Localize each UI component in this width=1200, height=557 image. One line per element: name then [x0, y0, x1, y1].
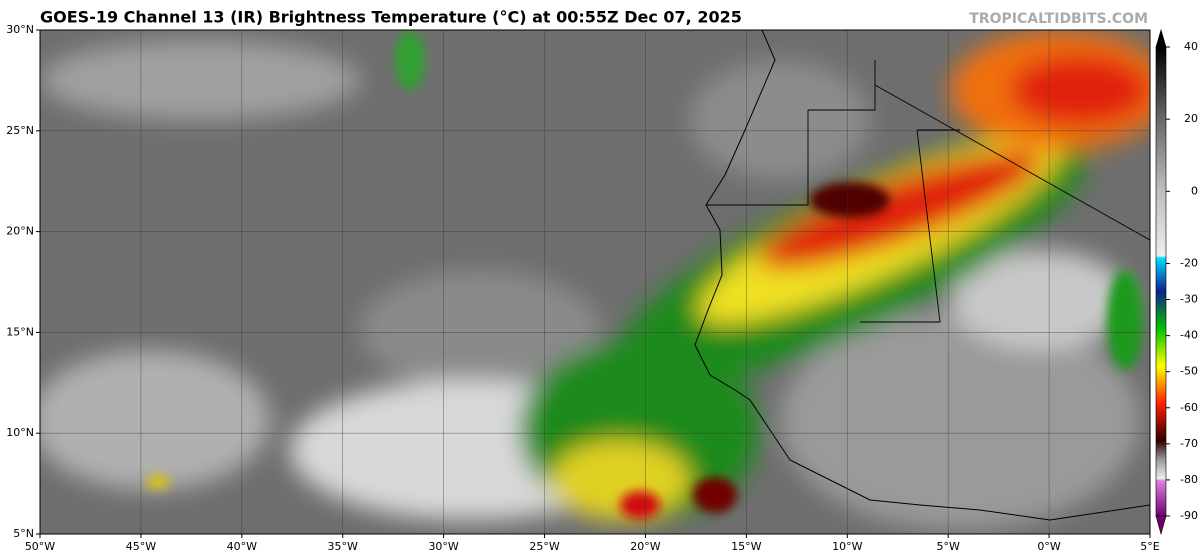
- lat-label: 15°N: [6, 325, 34, 338]
- lat-label: 30°N: [6, 23, 34, 36]
- title: GOES-19 Channel 13 (IR) Brightness Tempe…: [40, 8, 742, 27]
- colorbar-extend-top: [1155, 28, 1167, 48]
- colorbar-body: [1155, 46, 1167, 517]
- colorbar-tick-label: -30: [1180, 293, 1198, 306]
- lon-label: 30°W: [428, 540, 458, 553]
- lat-label: 25°N: [6, 124, 34, 137]
- colorbar-tick-label: -70: [1180, 437, 1198, 450]
- colorbar-tick-label: -60: [1180, 401, 1198, 414]
- satellite-image: [40, 30, 1150, 534]
- colorbar-tick-label: -50: [1180, 365, 1198, 378]
- colorbar: 40 20 0 -20 -30 -40 -50 -60 -70 -80 -90: [1155, 28, 1198, 536]
- lon-label: 10°W: [832, 540, 862, 553]
- colorbar-tick-label: -40: [1180, 329, 1198, 342]
- colorbar-tick-label: 20: [1184, 112, 1198, 125]
- lon-label: 20°W: [630, 540, 660, 553]
- watermark: TROPICALTIDBITS.COM: [969, 11, 1148, 27]
- lon-label: 15°W: [731, 540, 761, 553]
- lon-label: 25°W: [529, 540, 559, 553]
- colorbar-tick-label: -20: [1180, 256, 1198, 269]
- colorbar-tick-label: -90: [1180, 509, 1198, 522]
- lon-label: 0°W: [1037, 540, 1060, 553]
- colorbar-tick-label: 0: [1191, 184, 1198, 197]
- lon-label: 5°E: [1140, 540, 1159, 553]
- lon-label: 50°W: [25, 540, 55, 553]
- colorbar-tick-label: 40: [1184, 40, 1198, 53]
- lon-label: 35°W: [328, 540, 358, 553]
- colorbar-tick-label: -80: [1180, 473, 1198, 486]
- lat-label: 5°N: [13, 527, 34, 540]
- lon-label: 45°W: [126, 540, 156, 553]
- lon-label: 40°W: [227, 540, 257, 553]
- map-frame: [39, 29, 1151, 535]
- lat-label: 10°N: [6, 426, 34, 439]
- lat-label: 20°N: [6, 225, 34, 238]
- colorbar-extend-bottom: [1155, 515, 1167, 536]
- lon-label: 5°W: [936, 540, 959, 553]
